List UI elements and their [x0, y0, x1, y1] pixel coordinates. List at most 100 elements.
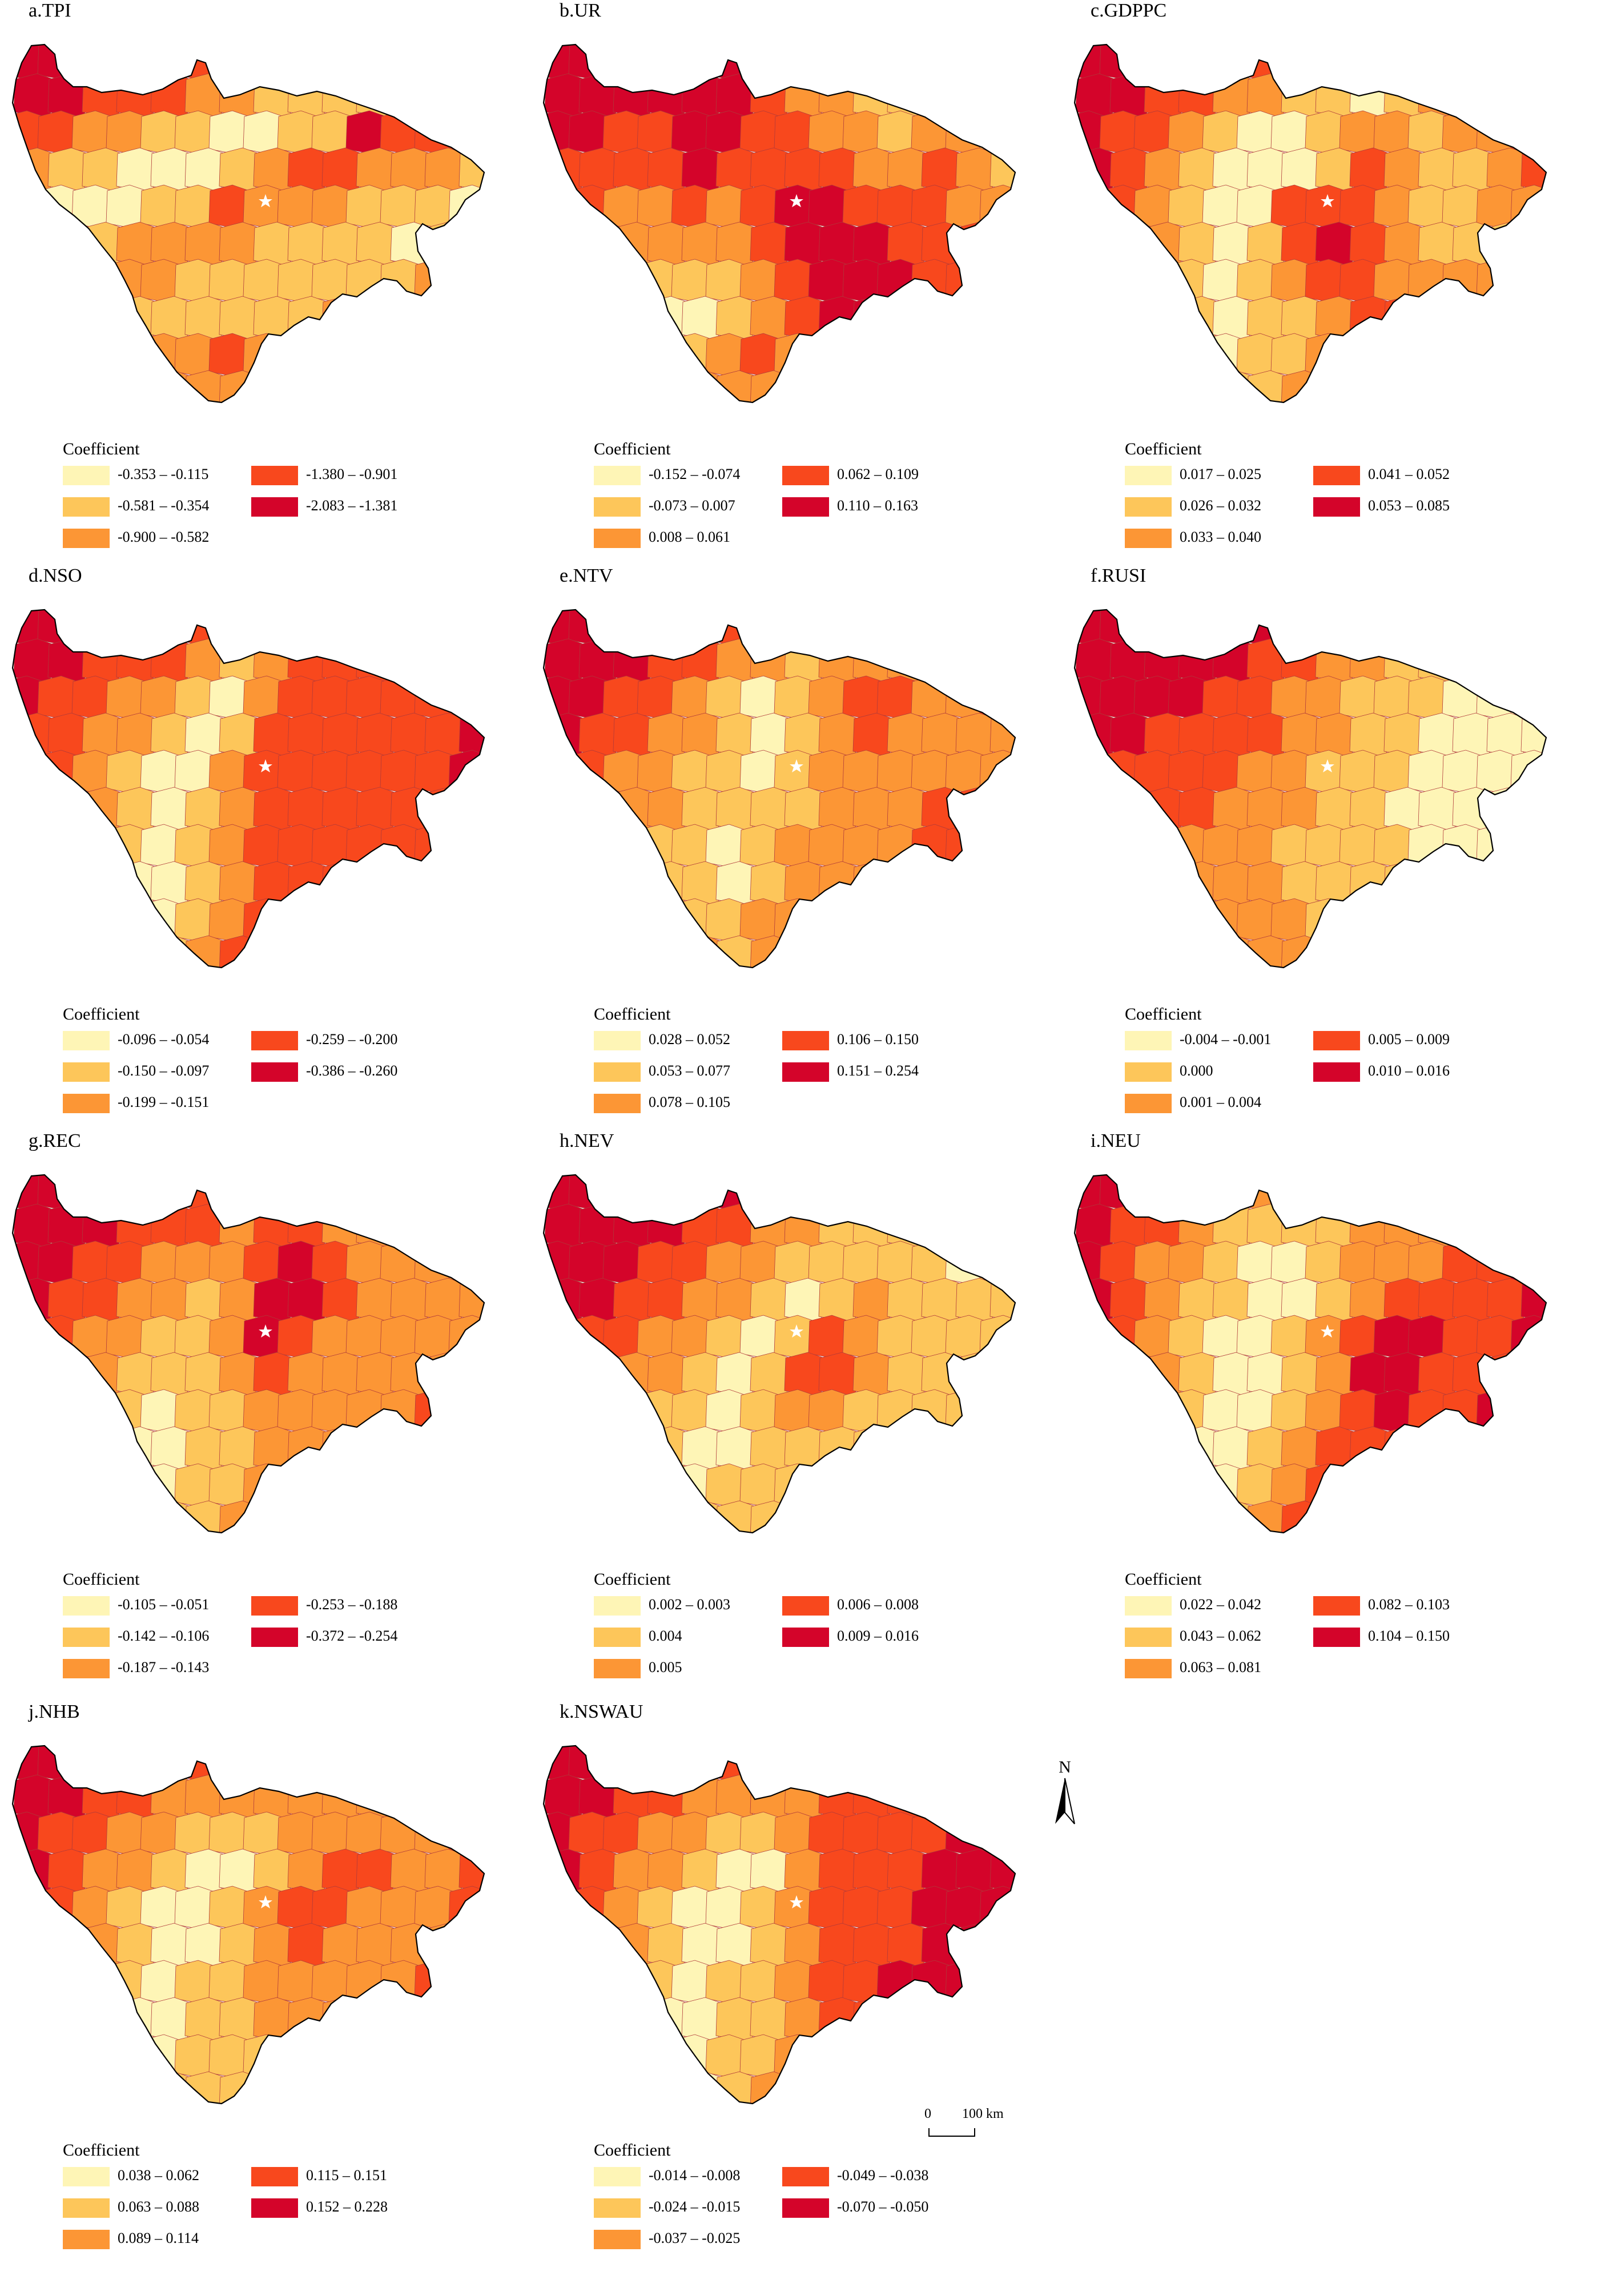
region-cell	[945, 1463, 989, 1508]
region-cell	[568, 1389, 613, 1434]
region-cell	[458, 935, 484, 968]
region-cell	[945, 2034, 989, 2079]
region-cell	[1486, 935, 1531, 968]
region-cell	[71, 1746, 116, 1782]
region-cell	[287, 2071, 332, 2104]
region-cell	[82, 2071, 126, 2104]
region-cell	[750, 935, 794, 968]
region-cell	[458, 221, 484, 267]
region-cell	[47, 1500, 92, 1533]
region-cell	[345, 45, 390, 81]
legend-swatch	[251, 466, 298, 485]
region-cell	[1418, 935, 1462, 968]
legend-swatch	[594, 497, 641, 517]
region-cell	[47, 221, 92, 267]
legend-swatch	[594, 529, 641, 548]
region-cell	[1520, 1352, 1546, 1397]
region-cell	[380, 1746, 424, 1782]
region-cell	[414, 1389, 458, 1434]
region-cell	[243, 1175, 287, 1211]
region-cell	[808, 2034, 852, 2079]
choropleth-map	[1073, 609, 1547, 969]
region-cell	[979, 898, 1015, 943]
region-cell	[739, 1746, 784, 1782]
region-cell	[544, 1997, 589, 2042]
region-cell	[82, 861, 126, 906]
region-cell	[82, 1997, 126, 2042]
region-cell	[390, 73, 435, 118]
region-cell	[637, 1175, 681, 1211]
region-cell	[945, 259, 989, 304]
legend: Coefficient 0.028 – 0.052 0.053 – 0.077 0.0…	[594, 1005, 1028, 1119]
region-cell	[356, 2071, 400, 2104]
region-cell	[1520, 935, 1546, 968]
capital-star-icon	[259, 759, 272, 772]
region-cell	[424, 1774, 469, 1819]
region-cell	[448, 1463, 484, 1508]
region-cell	[253, 1500, 297, 1533]
legend-swatch	[594, 1659, 641, 1678]
region-cell	[1452, 1352, 1497, 1397]
region-cell	[578, 935, 623, 968]
region-cell	[911, 1463, 955, 1508]
region-cell	[321, 1500, 366, 1533]
region-cell	[1075, 1463, 1109, 1508]
region-cell	[578, 296, 623, 341]
region-cell	[356, 1426, 400, 1471]
region-cell	[1202, 610, 1246, 646]
region-cell	[47, 296, 92, 341]
region-cell	[750, 370, 794, 402]
region-cell	[140, 1746, 184, 1782]
legend-label: 0.151 – 0.254	[837, 1062, 919, 1079]
region-cell	[321, 935, 366, 968]
region-cell	[1075, 750, 1109, 795]
region-cell	[602, 824, 647, 869]
legend: Coefficient -0.014 – -0.008 -0.024 – -0.01…	[594, 2141, 1028, 2255]
scale-zero-label: 0	[924, 2106, 931, 2121]
region-cell	[321, 296, 366, 341]
region-cell	[1452, 370, 1497, 402]
region-cell	[715, 935, 760, 968]
region-cell	[414, 2034, 458, 2079]
region-cell	[989, 1923, 1015, 1968]
region-cell	[1109, 1352, 1154, 1397]
region-cell	[380, 333, 424, 378]
region-cell	[784, 1500, 828, 1533]
region-cell	[458, 370, 484, 402]
region-cell	[71, 898, 116, 943]
choropleth-map	[11, 1174, 485, 1534]
region-cell	[1383, 296, 1428, 341]
region-cell	[47, 935, 92, 968]
region-cell	[311, 1463, 356, 1508]
region-cell	[1442, 898, 1486, 943]
region-cell	[989, 935, 1015, 968]
legend-label: -0.037 – -0.025	[649, 2230, 741, 2246]
region-cell	[613, 935, 657, 968]
capital-star-icon	[1321, 1324, 1334, 1338]
region-cell	[989, 73, 1015, 118]
legend-swatch	[63, 2230, 110, 2249]
legend-label: 0.017 – 0.025	[1180, 466, 1261, 482]
region-cell	[1418, 370, 1462, 402]
region-cell	[955, 296, 1000, 341]
region-cell	[47, 1352, 92, 1397]
region-cell	[842, 1746, 887, 1782]
region-cell	[390, 1774, 435, 1819]
legend-label: 0.028 – 0.052	[649, 1031, 730, 1048]
region-cell	[1452, 638, 1497, 683]
legend-swatch	[1125, 1094, 1172, 1113]
region-cell	[544, 1352, 589, 1397]
region-cell	[37, 1463, 82, 1508]
legend-title: Coefficient	[594, 1570, 671, 1589]
region-cell	[921, 1426, 966, 1471]
region-cell	[1315, 370, 1359, 402]
region-cell	[424, 1203, 469, 1248]
region-cell	[544, 1500, 589, 1533]
region-cell	[106, 610, 150, 646]
region-cell	[1075, 1426, 1120, 1471]
region-cell	[71, 1175, 116, 1211]
region-cell	[921, 1203, 966, 1248]
region-cell	[414, 45, 458, 81]
region-cell	[1520, 1426, 1546, 1471]
region-cell	[887, 1426, 931, 1471]
